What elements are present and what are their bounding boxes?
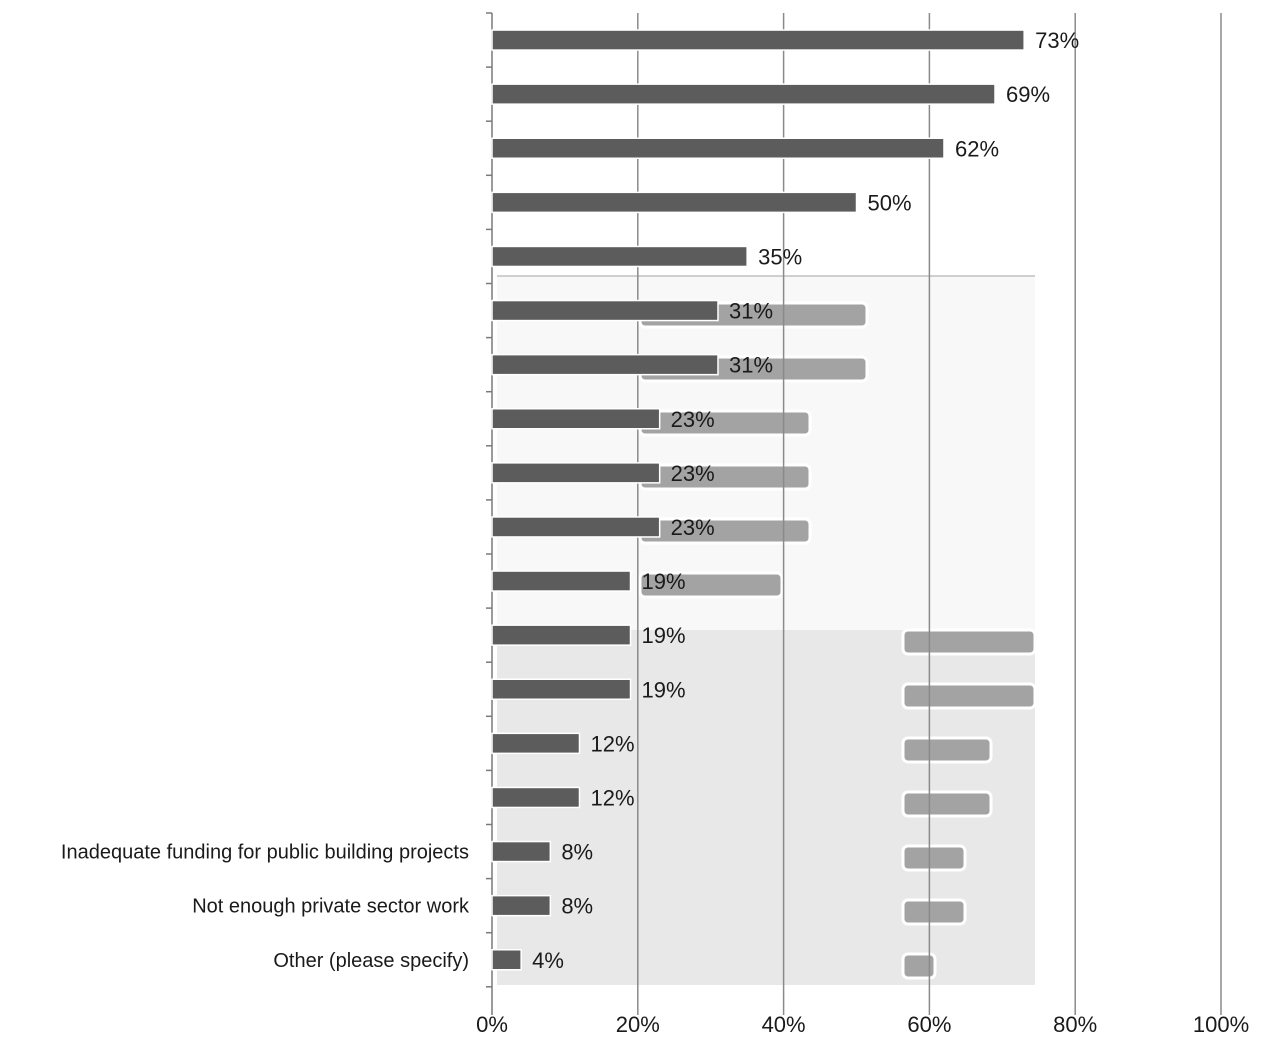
bar (491, 191, 858, 214)
bar-value-label: 50% (868, 190, 912, 215)
y-axis (486, 12, 493, 1015)
bar-value-label: 12% (590, 785, 634, 810)
x-tick-label: 80% (1053, 1012, 1097, 1036)
bar-value-label: 8% (561, 840, 593, 865)
bar-value-label: 12% (590, 731, 634, 756)
category-label: Not enough private sector work (192, 896, 470, 918)
bar-value-label: 19% (642, 623, 686, 648)
category-labels: Inadequate funding for public building p… (61, 842, 470, 972)
x-tick-labels: 0% 20% 40% 60% 80% 100% (476, 1012, 1249, 1037)
bar (491, 353, 719, 376)
ghost-bar (638, 463, 812, 491)
bar (491, 29, 1025, 51)
bar-value-label: 8% (561, 894, 593, 919)
bar (491, 678, 632, 700)
ghost-bar (901, 736, 993, 764)
ghost-bar (901, 790, 993, 818)
ghost-bar (901, 682, 1037, 710)
bar-value-label: 62% (955, 136, 999, 161)
bar-value-label: 31% (729, 299, 773, 324)
value-labels: 73% 69% 62% 50% 35% 31% 31% 23% 23% 23% 19% 19% 19% 1… (532, 28, 1079, 973)
bar (491, 840, 552, 863)
ghost-bar (901, 628, 1037, 656)
bar-value-label: 23% (671, 515, 715, 540)
ghost-bar (638, 517, 812, 545)
bar-value-label: 73% (1035, 28, 1079, 53)
ghost-bar (901, 898, 967, 926)
bar-value-label: 35% (758, 244, 802, 269)
x-tick-label: 100% (1193, 1012, 1249, 1036)
bar (491, 624, 632, 646)
ghost-bar (901, 952, 937, 980)
bar-value-label: 19% (642, 677, 686, 702)
bar (491, 462, 661, 484)
x-tick-label: 40% (762, 1012, 806, 1036)
x-tick-label: 0% (476, 1012, 508, 1036)
ghost-bar (638, 409, 812, 437)
bar (491, 408, 661, 430)
bar-value-label: 19% (642, 569, 686, 594)
x-tick-label: 20% (616, 1012, 660, 1036)
bar (491, 570, 632, 592)
bar (491, 299, 719, 322)
bar-value-label: 23% (671, 407, 715, 432)
bar (491, 245, 748, 268)
bar (491, 137, 945, 159)
bar (491, 949, 522, 971)
ghost-bar (901, 844, 967, 872)
gridlines (637, 13, 1222, 1015)
ghost-bar (638, 571, 784, 599)
bar-value-label: 4% (532, 948, 564, 973)
category-label: Inadequate funding for public building p… (61, 842, 469, 864)
bar (491, 732, 581, 755)
bar (491, 894, 552, 917)
bar (491, 786, 581, 809)
bar-value-label: 23% (671, 461, 715, 486)
category-label: Other (please specify) (273, 950, 469, 972)
bar-value-label: 69% (1006, 82, 1050, 107)
bar (491, 516, 661, 538)
bar (491, 83, 996, 105)
bars (491, 29, 1025, 971)
bar-value-label: 31% (729, 353, 773, 378)
x-tick-label: 60% (907, 1012, 951, 1036)
